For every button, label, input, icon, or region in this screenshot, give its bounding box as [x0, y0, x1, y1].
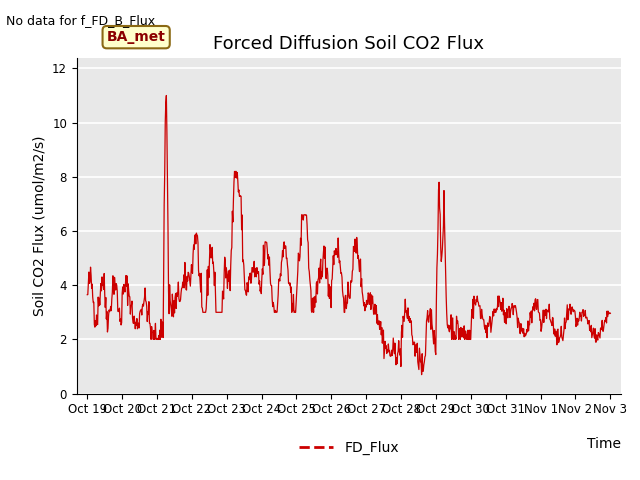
Text: Time: Time	[587, 437, 621, 451]
Y-axis label: Soil CO2 Flux (umol/m2/s): Soil CO2 Flux (umol/m2/s)	[33, 135, 47, 316]
Text: BA_met: BA_met	[107, 30, 166, 44]
Legend: FD_Flux: FD_Flux	[293, 435, 404, 461]
Title: Forced Diffusion Soil CO2 Flux: Forced Diffusion Soil CO2 Flux	[213, 35, 484, 53]
Text: No data for f_FD_B_Flux: No data for f_FD_B_Flux	[6, 14, 156, 27]
